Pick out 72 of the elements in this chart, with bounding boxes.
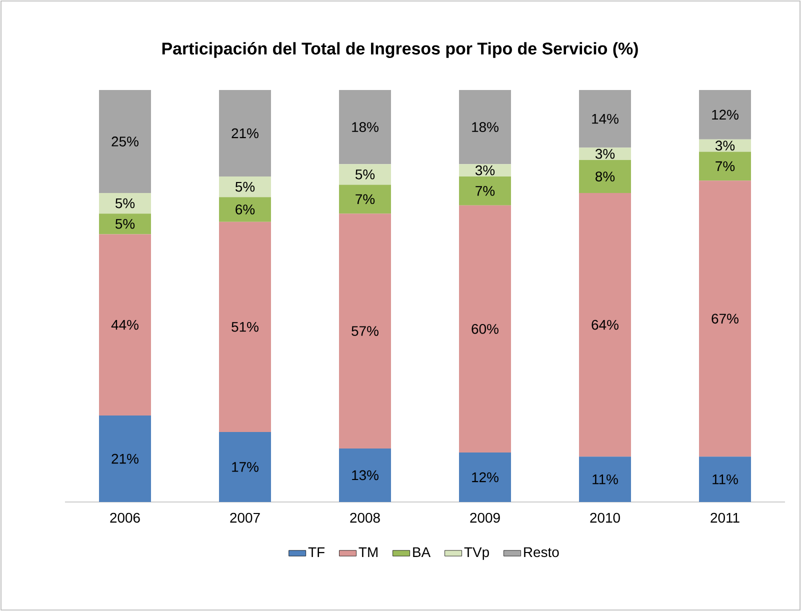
bar [99,214,152,234]
x-tick-label: 2006 [110,512,140,523]
data-label: 8% [596,172,615,182]
data-label: 11% [712,474,738,484]
bar [219,432,272,502]
bar [219,90,272,177]
bar [579,148,632,160]
legend-label: TVp [464,547,489,560]
bar [699,152,752,181]
bar [339,184,392,214]
bar [219,176,272,198]
data-label: 44% [111,320,138,330]
data-label: 60% [472,324,498,334]
data-label: 67% [712,314,738,324]
bar [99,415,152,502]
bar [579,160,632,193]
data-label: 3% [595,148,615,159]
bar [459,452,512,502]
x-tick-label: 2008 [350,512,380,523]
x-tick-label: 2010 [590,512,620,523]
data-label: 7% [476,186,495,196]
bar [579,192,632,457]
bar [699,139,752,152]
bar [99,192,152,214]
bar [219,197,272,222]
legend-label: BA [413,547,431,557]
data-label: 3% [715,140,735,151]
data-label: 51% [232,322,258,332]
bar [699,180,752,457]
data-label: 21% [232,128,258,138]
data-label: 14% [592,114,618,124]
data-label: 25% [112,136,138,146]
bar [579,90,632,148]
legend-label: Resto [524,547,559,558]
data-label: 18% [352,122,378,132]
data-label: 12% [712,110,738,120]
data-label: 12% [472,472,498,482]
bar [99,234,152,416]
bar [339,448,392,502]
bar [459,176,512,206]
bar [99,90,152,193]
bar [339,214,392,448]
legend-label: TM [358,547,378,557]
data-label: 21% [112,454,138,464]
x-tick-label: 2011 [710,512,740,523]
bar [699,456,752,502]
data-label: 13% [352,470,378,480]
data-label: 5% [355,170,375,180]
data-label: 7% [716,161,735,172]
bar [339,90,392,164]
data-label: 5% [115,218,135,229]
x-tick-label: 2009 [470,512,500,523]
x-tick-label: 2007 [230,512,260,523]
data-label: 7% [356,194,375,204]
data-label: 18% [472,122,498,132]
bar [579,456,632,502]
data-label: 6% [236,204,255,214]
data-label: 5% [115,198,135,208]
data-label: 17% [232,462,258,472]
bar [459,164,512,177]
bar [459,90,512,164]
chart-title: Participación del Total de Ingresos por Tipo de Servicio (%) [162,42,638,58]
legend-label: TF [308,547,325,557]
bar [459,205,512,453]
data-label: 64% [592,320,618,330]
data-label: 11% [592,474,618,484]
bar [339,164,392,185]
data-label: 5% [235,182,255,192]
bar [219,222,272,432]
data-label: 3% [475,165,495,176]
data-label: 57% [352,326,378,336]
bar [699,90,752,140]
